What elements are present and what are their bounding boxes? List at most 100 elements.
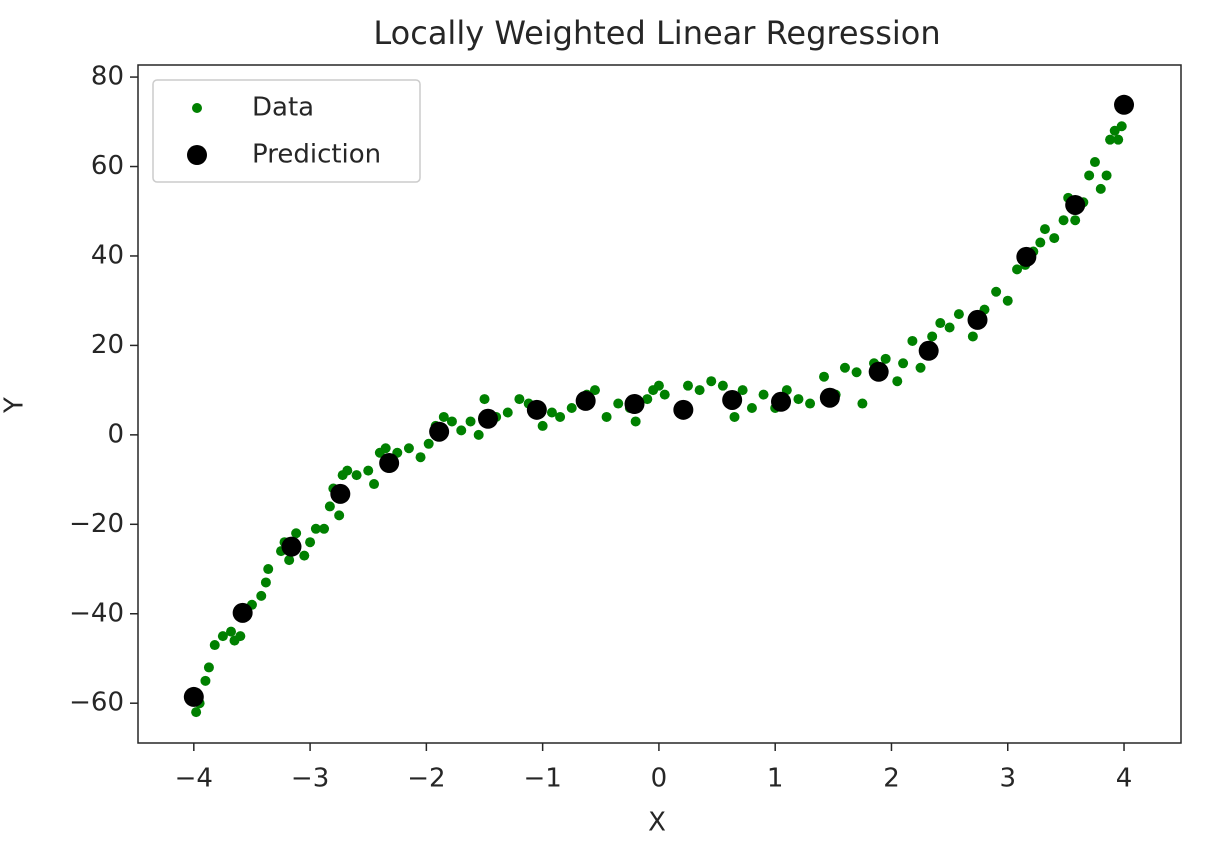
data-point: [1113, 134, 1124, 145]
data-point: [438, 411, 449, 422]
data-point: [737, 385, 748, 396]
data-point: [694, 385, 705, 396]
y-tick-label: 0: [107, 419, 124, 449]
data-point: [1012, 264, 1023, 275]
data-point: [1039, 224, 1050, 235]
data-point: [927, 331, 938, 342]
data-point: [682, 380, 693, 391]
data-point: [342, 465, 353, 476]
x-tick-label: 0: [651, 764, 668, 794]
data-point: [1101, 170, 1112, 181]
data-point: [793, 394, 804, 405]
data-point: [465, 416, 476, 427]
chart-title: Locally Weighted Linear Regression: [373, 14, 940, 52]
y-tick-label: −40: [69, 598, 124, 628]
data-point: [944, 322, 955, 333]
legend-marker: [192, 103, 202, 113]
plot-frame: [137, 64, 1182, 744]
data-point: [575, 390, 596, 411]
y-tick-label: 20: [91, 330, 124, 360]
data-point: [324, 501, 335, 512]
x-tick-label: 3: [999, 764, 1016, 794]
data-point: [209, 640, 220, 651]
data-point: [200, 675, 211, 686]
x-tick-label: −2: [407, 764, 445, 794]
data-point: [477, 408, 498, 429]
data-point: [526, 399, 547, 420]
data-point: [299, 550, 310, 561]
data-point: [771, 391, 792, 412]
data-point: [868, 361, 889, 382]
data-point: [673, 399, 694, 420]
y-tick-label: −60: [69, 688, 124, 718]
legend-marker: [187, 145, 207, 165]
data-point: [369, 479, 380, 490]
data-point: [819, 387, 840, 408]
data-point: [805, 398, 816, 409]
y-tick-label: −20: [69, 509, 124, 539]
data-point: [319, 523, 330, 534]
data-point: [566, 403, 577, 414]
x-axis-label: X: [648, 808, 666, 838]
data-point: [1105, 134, 1116, 145]
data-point: [967, 331, 978, 342]
data-point: [351, 470, 362, 481]
data-point: [456, 425, 467, 436]
data-point: [589, 385, 600, 396]
data-point: [446, 416, 457, 427]
data-point: [1089, 157, 1100, 168]
data-point: [898, 358, 909, 369]
data-point: [653, 380, 664, 391]
data-point: [203, 662, 214, 673]
data-point: [819, 371, 830, 382]
data-point: [706, 376, 717, 387]
data-point: [729, 411, 740, 422]
y-tick-label: 40: [91, 240, 124, 270]
data-point: [380, 443, 391, 454]
x-tick-label: 4: [1116, 764, 1133, 794]
data-point: [235, 631, 246, 642]
data-point: [1016, 246, 1037, 267]
data-point: [555, 411, 566, 422]
data-point: [502, 407, 513, 418]
data-point: [1002, 295, 1013, 306]
data-point: [1035, 237, 1046, 248]
data-point: [953, 309, 964, 320]
data-point: [479, 394, 490, 405]
x-tick-label: 2: [883, 764, 900, 794]
data-point: [1058, 215, 1069, 226]
data-point: [1095, 183, 1106, 194]
data-point: [403, 443, 414, 454]
data-point: [1049, 233, 1060, 244]
data-point: [183, 686, 204, 707]
data-point: [746, 403, 757, 414]
data-point: [613, 398, 624, 409]
data-point: [642, 394, 653, 405]
data-point: [624, 394, 645, 414]
data-point: [379, 453, 400, 474]
legend-label: Prediction: [252, 140, 381, 170]
data-point: [330, 483, 351, 504]
data-point: [880, 353, 891, 364]
data-point: [918, 340, 939, 361]
data-point: [991, 286, 1002, 297]
data-point: [717, 380, 728, 391]
data-point: [659, 389, 670, 400]
data-point: [284, 555, 295, 566]
data-point: [291, 528, 302, 539]
x-tick-label: 1: [767, 764, 784, 794]
data-point: [473, 429, 484, 440]
x-tick-label: −4: [175, 764, 213, 794]
data-point: [281, 536, 302, 557]
data-point: [601, 411, 612, 422]
data-point: [514, 394, 525, 405]
data-point: [857, 398, 868, 409]
data-point: [423, 438, 434, 449]
data-point: [1070, 215, 1081, 226]
legend-label: Data: [252, 93, 314, 123]
data-point: [363, 465, 374, 476]
data-point: [758, 389, 769, 400]
y-tick-label: 60: [91, 151, 124, 181]
data-point: [892, 376, 903, 387]
